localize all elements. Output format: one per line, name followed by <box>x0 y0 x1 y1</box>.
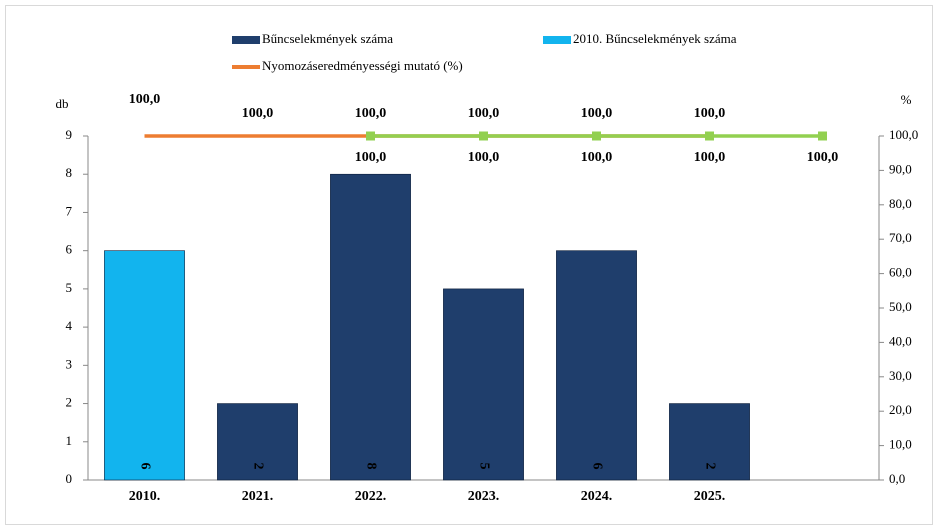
x-tick-label: 2023. <box>468 489 500 504</box>
y2-tick-label: 0,0 <box>889 471 905 486</box>
y-tick-label: 6 <box>66 242 73 257</box>
y2-tick-label: 40,0 <box>889 333 912 348</box>
x-tick-label: 2021. <box>242 489 274 504</box>
legend-label: Nyomozáseredményességi mutató (%) <box>262 58 463 73</box>
y2-tick-label: 30,0 <box>889 368 912 383</box>
line-value-label: 100,0 <box>807 150 839 165</box>
y2-tick-label: 80,0 <box>889 196 912 211</box>
y-tick-label: 0 <box>66 471 73 486</box>
y-tick-label: 9 <box>66 127 73 142</box>
y2-tick-label: 10,0 <box>889 437 912 452</box>
line-value-label: 100,0 <box>242 106 274 121</box>
y-tick-label: 8 <box>66 165 73 180</box>
y2-tick-label: 100,0 <box>889 127 918 142</box>
y-tick-label: 3 <box>66 356 73 371</box>
bar <box>330 174 410 480</box>
line-value-label: 100,0 <box>581 150 613 165</box>
legend-swatch <box>232 36 260 44</box>
line-value-label: 100,0 <box>129 92 161 107</box>
line-marker <box>818 132 827 141</box>
x-tick-label: 2022. <box>355 489 387 504</box>
line-value-label: 100,0 <box>581 106 613 121</box>
bar <box>104 251 184 480</box>
line-marker <box>366 132 375 141</box>
line-marker <box>479 132 488 141</box>
bar <box>556 251 636 480</box>
y-tick-label: 7 <box>66 203 73 218</box>
bar-value-label: 5 <box>476 463 491 470</box>
line-value-label: 100,0 <box>468 150 500 165</box>
legend-label: 2010. Bűncselekmények száma <box>573 31 737 46</box>
line-marker <box>705 132 714 141</box>
bar-value-label: 2 <box>702 463 717 470</box>
bar <box>443 289 523 480</box>
bar-value-label: 8 <box>363 463 378 470</box>
legend-label: Bűncselekmények száma <box>262 31 393 46</box>
y-tick-label: 5 <box>66 280 73 295</box>
y-tick-label: 2 <box>66 395 73 410</box>
y-tick-label: 1 <box>66 433 73 448</box>
y2-tick-label: 20,0 <box>889 402 912 417</box>
legend-swatch <box>543 36 571 44</box>
line-marker <box>592 132 601 141</box>
bar-value-label: 2 <box>250 463 265 470</box>
y2-tick-label: 70,0 <box>889 230 912 245</box>
line-value-label: 100,0 <box>468 106 500 121</box>
bar-value-label: 6 <box>589 463 604 470</box>
line-value-label: 100,0 <box>355 106 387 121</box>
bar-value-label: 6 <box>137 463 152 470</box>
line-value-label: 100,0 <box>694 150 726 165</box>
x-tick-label: 2024. <box>581 489 613 504</box>
y2-tick-label: 50,0 <box>889 299 912 314</box>
line-value-label: 100,0 <box>355 150 387 165</box>
y-axis-label: db <box>56 96 69 111</box>
y-tick-label: 4 <box>66 318 73 333</box>
y2-tick-label: 60,0 <box>889 265 912 280</box>
x-tick-label: 2010. <box>129 489 161 504</box>
chart: db % 01234567890,010,020,030,040,050,060… <box>0 0 939 531</box>
y2-tick-label: 90,0 <box>889 161 912 176</box>
line-value-label: 100,0 <box>694 106 726 121</box>
x-tick-label: 2025. <box>694 489 726 504</box>
y2-axis-label: % <box>901 92 912 107</box>
